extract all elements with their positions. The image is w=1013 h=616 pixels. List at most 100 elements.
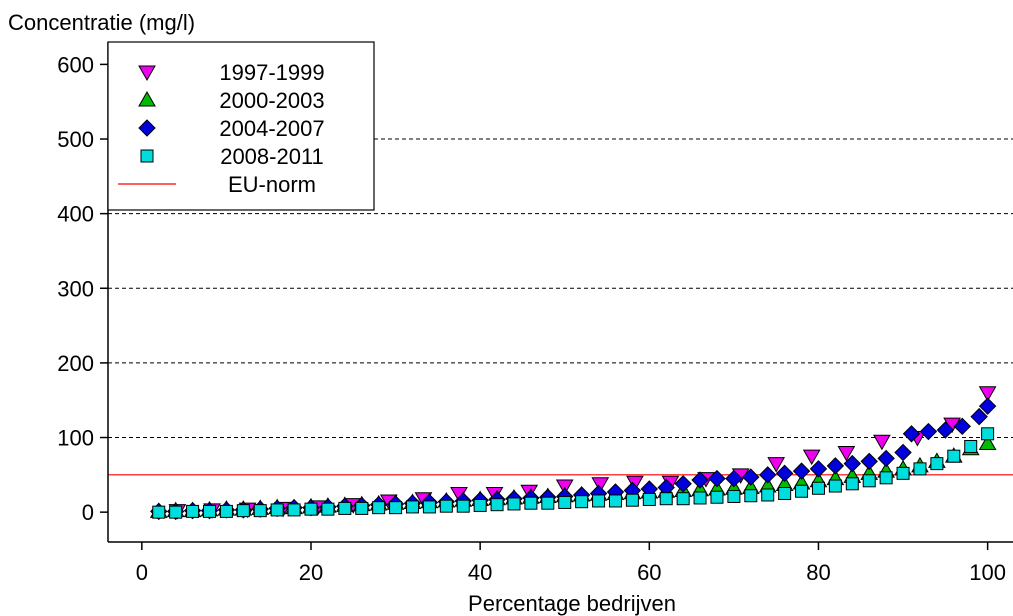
- data-point: [676, 492, 690, 506]
- data-point: [873, 434, 891, 451]
- x-tick-label: 80: [806, 560, 830, 585]
- legend-label: 2000-2003: [219, 88, 324, 113]
- data-point: [860, 452, 878, 471]
- data-point: [575, 495, 589, 509]
- data-point: [845, 477, 859, 491]
- data-point: [767, 457, 786, 473]
- data-point: [978, 386, 997, 402]
- data-point: [693, 491, 707, 505]
- data-point: [456, 499, 470, 513]
- data-point: [152, 505, 166, 519]
- data-point: [674, 475, 692, 493]
- data-point: [659, 492, 673, 506]
- x-tick-label: 60: [637, 560, 661, 585]
- data-point: [541, 496, 555, 510]
- data-point: [778, 486, 792, 500]
- legend-marker: [138, 119, 156, 137]
- legend-label: 1997-1999: [219, 60, 324, 85]
- data-point: [978, 434, 997, 450]
- data-point: [642, 492, 656, 506]
- data-point: [775, 464, 794, 483]
- data-point: [761, 488, 775, 502]
- legend-marker: [138, 90, 156, 107]
- data-point: [947, 449, 961, 463]
- data-point: [490, 498, 504, 512]
- data-point: [826, 457, 845, 475]
- data-point: [742, 468, 760, 486]
- data-point: [710, 490, 724, 504]
- data-point: [591, 477, 610, 493]
- data-point: [792, 462, 811, 480]
- data-point: [338, 501, 352, 515]
- data-point: [202, 504, 216, 518]
- data-point: [902, 425, 921, 443]
- data-point: [837, 445, 856, 462]
- y-axis-label: Concentratie (mg/l): [8, 10, 195, 35]
- data-point: [507, 497, 521, 511]
- x-tick-label: 0: [136, 560, 148, 585]
- data-point: [270, 503, 284, 517]
- data-point: [287, 503, 301, 517]
- data-point: [405, 500, 419, 514]
- x-tick-label: 100: [969, 560, 1006, 585]
- x-axis-label: Percentage bedrijven: [468, 591, 676, 616]
- data-point: [936, 421, 955, 439]
- data-point: [304, 502, 318, 516]
- x-tick-label: 20: [299, 560, 323, 585]
- data-point: [236, 504, 250, 518]
- data-markers: [149, 386, 997, 521]
- data-point: [744, 489, 758, 503]
- data-point: [372, 501, 386, 515]
- data-point: [795, 484, 809, 498]
- y-tick-label: 500: [57, 127, 94, 152]
- data-point: [592, 494, 606, 508]
- data-point: [809, 460, 828, 478]
- data-point: [725, 469, 743, 488]
- legend-label: 2004-2007: [219, 116, 324, 141]
- x-tick-label: 40: [468, 560, 492, 585]
- data-point: [691, 471, 709, 489]
- data-point: [843, 454, 862, 473]
- data-point: [877, 449, 895, 468]
- data-point: [862, 474, 876, 488]
- data-point: [608, 494, 622, 508]
- data-point: [558, 495, 572, 509]
- data-point: [219, 504, 233, 518]
- data-point: [253, 504, 267, 518]
- data-point: [473, 498, 487, 512]
- data-point: [919, 422, 938, 441]
- data-point: [811, 481, 825, 495]
- legend-label: EU-norm: [228, 172, 316, 197]
- data-point: [970, 407, 988, 426]
- y-tick-label: 200: [57, 351, 94, 376]
- y-tick-label: 0: [82, 500, 94, 525]
- data-point: [978, 397, 997, 415]
- y-tick-label: 600: [57, 52, 94, 77]
- data-point: [759, 466, 777, 484]
- data-point: [981, 427, 995, 441]
- data-point: [439, 499, 453, 513]
- data-point: [964, 439, 978, 453]
- data-point: [524, 496, 538, 510]
- legend-marker: [138, 65, 156, 82]
- legend-marker: [140, 149, 154, 163]
- data-point: [727, 489, 741, 503]
- y-tick-label: 400: [57, 202, 94, 227]
- data-point: [894, 443, 912, 462]
- data-point: [625, 493, 639, 507]
- data-point: [186, 504, 200, 518]
- data-point: [930, 457, 944, 471]
- y-tick-label: 100: [57, 426, 94, 451]
- series-2008-2011: [152, 427, 995, 519]
- data-point: [422, 500, 436, 514]
- data-point: [879, 471, 893, 485]
- data-point: [355, 501, 369, 515]
- data-point: [953, 417, 971, 436]
- y-tick-label: 300: [57, 276, 94, 301]
- data-point: [708, 469, 726, 488]
- data-point: [913, 462, 927, 476]
- data-point: [896, 466, 910, 480]
- data-point: [321, 502, 335, 516]
- data-point: [828, 479, 842, 493]
